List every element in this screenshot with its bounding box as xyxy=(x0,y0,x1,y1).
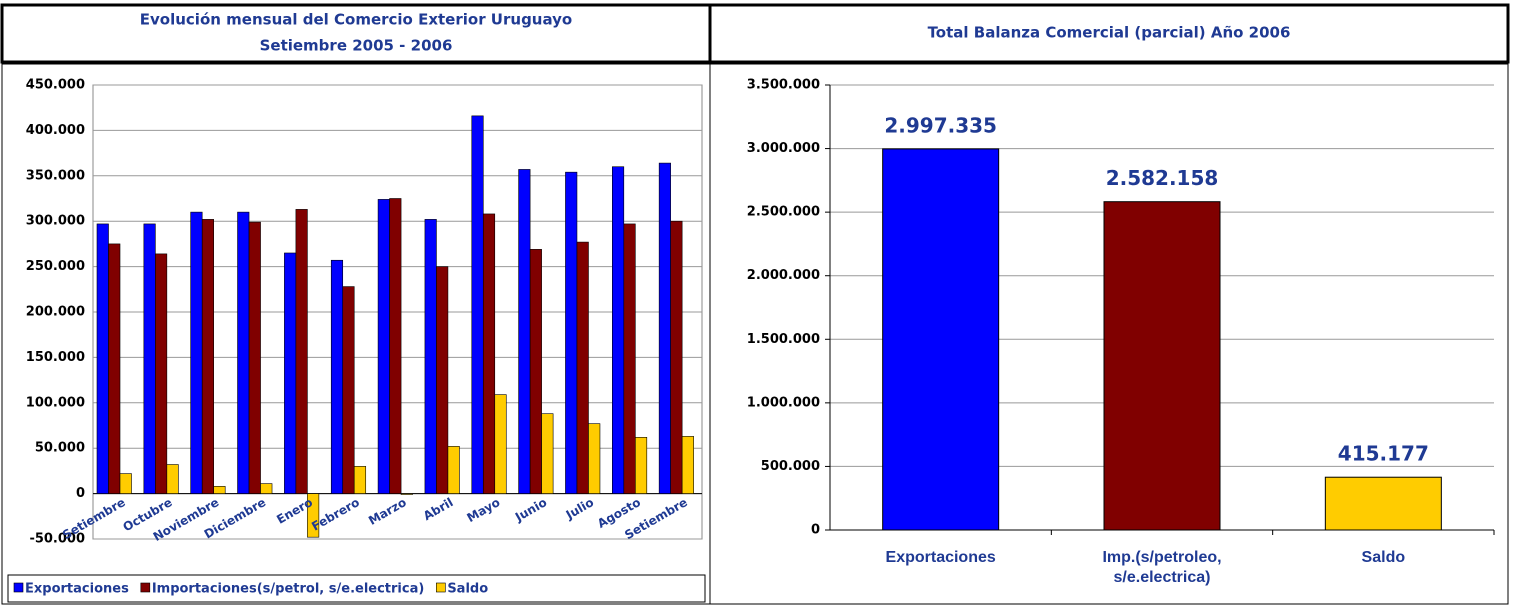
bar xyxy=(882,148,1000,531)
value-label: 2.582.158 xyxy=(1106,166,1219,190)
bar xyxy=(284,252,297,494)
chart-title: Evolución mensual del Comercio Exterior … xyxy=(140,11,572,29)
x-tick-label: Saldo xyxy=(1361,549,1406,566)
bar xyxy=(295,209,308,494)
bar xyxy=(565,171,578,494)
legend-swatch xyxy=(436,582,446,593)
bar xyxy=(447,446,460,494)
bar xyxy=(330,259,344,494)
legend-swatch xyxy=(13,582,24,593)
x-tick-label: Exportaciones xyxy=(885,549,996,566)
bar xyxy=(389,198,402,494)
legend-label: Importaciones(s/petrol, s/e.electrica) xyxy=(152,582,425,597)
y-tick-label: 400.000 xyxy=(26,123,85,138)
bar xyxy=(494,394,507,494)
value-label: 415.177 xyxy=(1338,442,1429,466)
bar xyxy=(576,241,589,494)
legend-swatch xyxy=(140,582,151,593)
y-tick-label: 1.500.000 xyxy=(747,332,820,347)
bar xyxy=(670,220,683,494)
x-tick-label-box: Imp.(s/petroleo, s/e.electrica) xyxy=(1102,549,1222,586)
y-tick-label: 3.500.000 xyxy=(747,78,820,93)
bar xyxy=(518,169,531,494)
y-tick-label: 150.000 xyxy=(26,350,85,365)
bar xyxy=(307,493,320,538)
y-tick-label: 1.000.000 xyxy=(747,395,820,410)
legend-label: Exportaciones xyxy=(25,582,129,597)
bar xyxy=(623,223,636,494)
y-tick-label: 2.000.000 xyxy=(747,268,820,283)
chart-title: Total Balanza Comercial (parcial) Año 20… xyxy=(928,24,1291,42)
y-tick-label: 0 xyxy=(811,523,820,538)
y-tick-label: -50.000 xyxy=(29,532,85,547)
y-tick-label: 200.000 xyxy=(26,305,85,320)
x-tick-label: Imp.(s/petroleo, s/e.electrica) xyxy=(1102,549,1222,586)
bar xyxy=(377,199,390,494)
bar xyxy=(166,464,179,494)
bar xyxy=(424,219,437,494)
bar xyxy=(119,473,132,494)
bar xyxy=(108,243,121,494)
bar xyxy=(541,413,554,494)
y-tick-label: 3.000.000 xyxy=(747,141,820,156)
y-tick-label: 450.000 xyxy=(26,78,85,93)
bar xyxy=(635,437,648,494)
bar xyxy=(260,483,273,494)
value-label: 2.997.335 xyxy=(884,113,997,137)
bar xyxy=(353,466,367,494)
y-tick-label: 500.000 xyxy=(761,459,820,474)
bar xyxy=(588,423,601,494)
left-title-box xyxy=(0,3,712,64)
bar xyxy=(237,211,250,494)
bar xyxy=(658,162,671,494)
x-tick-label-box: Exportaciones xyxy=(885,549,996,566)
bar xyxy=(436,266,449,494)
bar xyxy=(471,115,484,494)
bar xyxy=(1324,476,1442,531)
bar xyxy=(190,211,203,494)
bar xyxy=(529,249,542,494)
bar xyxy=(1103,201,1221,531)
legend-label: Saldo xyxy=(447,582,488,597)
y-tick-label: 350.000 xyxy=(26,168,85,183)
bar xyxy=(213,486,226,494)
bar xyxy=(248,221,261,494)
bar xyxy=(482,213,496,494)
bar xyxy=(400,493,413,495)
y-tick-label: 300.000 xyxy=(26,214,85,229)
y-tick-label: 0 xyxy=(76,486,85,501)
y-tick-label: 250.000 xyxy=(26,259,85,274)
bar xyxy=(155,253,168,494)
bar xyxy=(201,219,214,494)
bar xyxy=(342,286,355,494)
bar xyxy=(681,436,694,494)
bar xyxy=(612,166,625,494)
bar xyxy=(96,223,109,494)
right-title-box xyxy=(708,3,1510,64)
y-tick-label: 2.500.000 xyxy=(747,205,820,220)
y-tick-label: 50.000 xyxy=(35,441,85,456)
x-tick-label-box: Saldo xyxy=(1361,549,1406,566)
legend-box xyxy=(7,574,706,603)
chart-subtitle: Setiembre 2005 - 2006 xyxy=(260,37,453,55)
bar xyxy=(143,223,156,494)
y-tick-label: 100.000 xyxy=(26,395,85,410)
